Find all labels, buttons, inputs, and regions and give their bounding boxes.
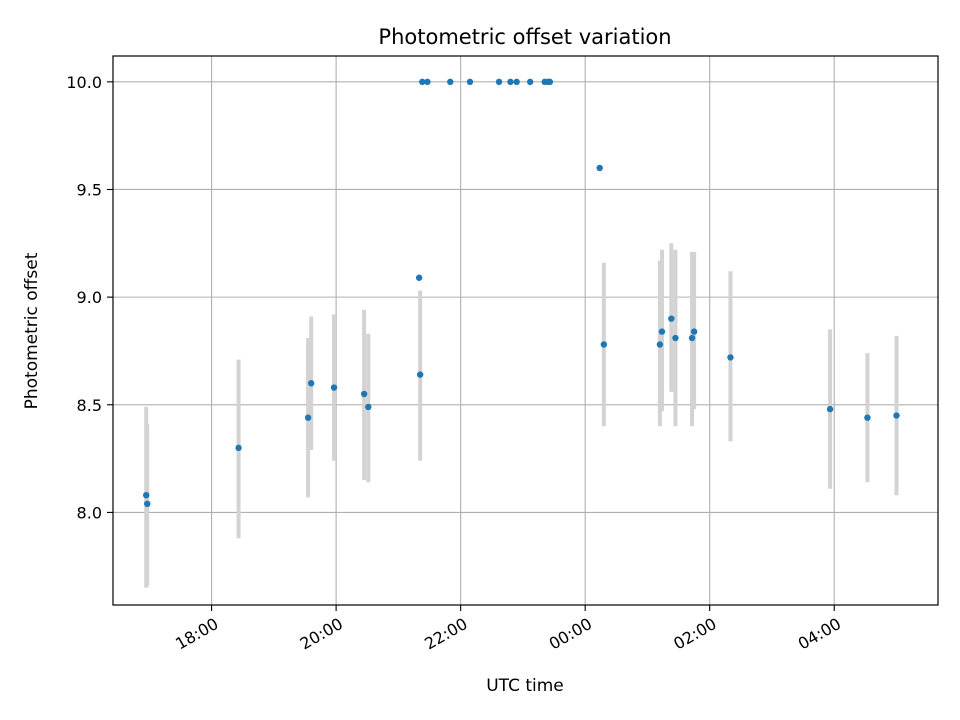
data-point <box>495 78 503 86</box>
data-point <box>672 334 679 342</box>
data-point <box>304 414 312 421</box>
data-point <box>688 334 696 342</box>
data-points <box>143 78 900 508</box>
data-point <box>308 380 315 387</box>
y-tick-label: 8.5 <box>77 396 102 415</box>
x-axis-label: UTC time <box>486 676 564 696</box>
y-tick-label: 8.0 <box>77 503 102 522</box>
y-axis: 8.0 8.5 9.0 9.5 10.0 <box>66 73 113 522</box>
grid <box>113 56 938 605</box>
plot-frame <box>112 55 939 606</box>
data-point <box>144 500 151 508</box>
y-tick-label: 9.0 <box>77 288 102 307</box>
data-point <box>893 412 900 419</box>
data-point <box>826 405 834 413</box>
data-point <box>447 78 454 86</box>
data-point <box>600 341 608 348</box>
data-point <box>235 444 242 452</box>
data-point <box>415 274 423 281</box>
data-point <box>360 390 368 398</box>
data-point <box>596 164 603 172</box>
data-point <box>466 78 474 86</box>
y-tick-label: 9.5 <box>77 180 102 199</box>
data-point <box>513 78 520 86</box>
data-point <box>143 492 150 499</box>
y-axis-label: Photometric offset <box>22 252 42 409</box>
data-point <box>416 371 424 378</box>
data-point <box>419 78 426 86</box>
data-point <box>330 384 338 391</box>
data-point <box>864 414 871 421</box>
data-point <box>658 328 666 335</box>
data-point <box>546 78 554 86</box>
data-point <box>656 341 664 348</box>
chart-title: Photometric offset variation <box>378 25 671 49</box>
data-point <box>365 403 372 411</box>
data-point <box>727 354 734 361</box>
data-point <box>668 315 675 322</box>
data-point <box>690 328 698 335</box>
y-tick-label: 10.0 <box>66 73 102 92</box>
data-point <box>526 78 534 86</box>
data-point <box>507 78 514 86</box>
data-point <box>424 78 431 86</box>
